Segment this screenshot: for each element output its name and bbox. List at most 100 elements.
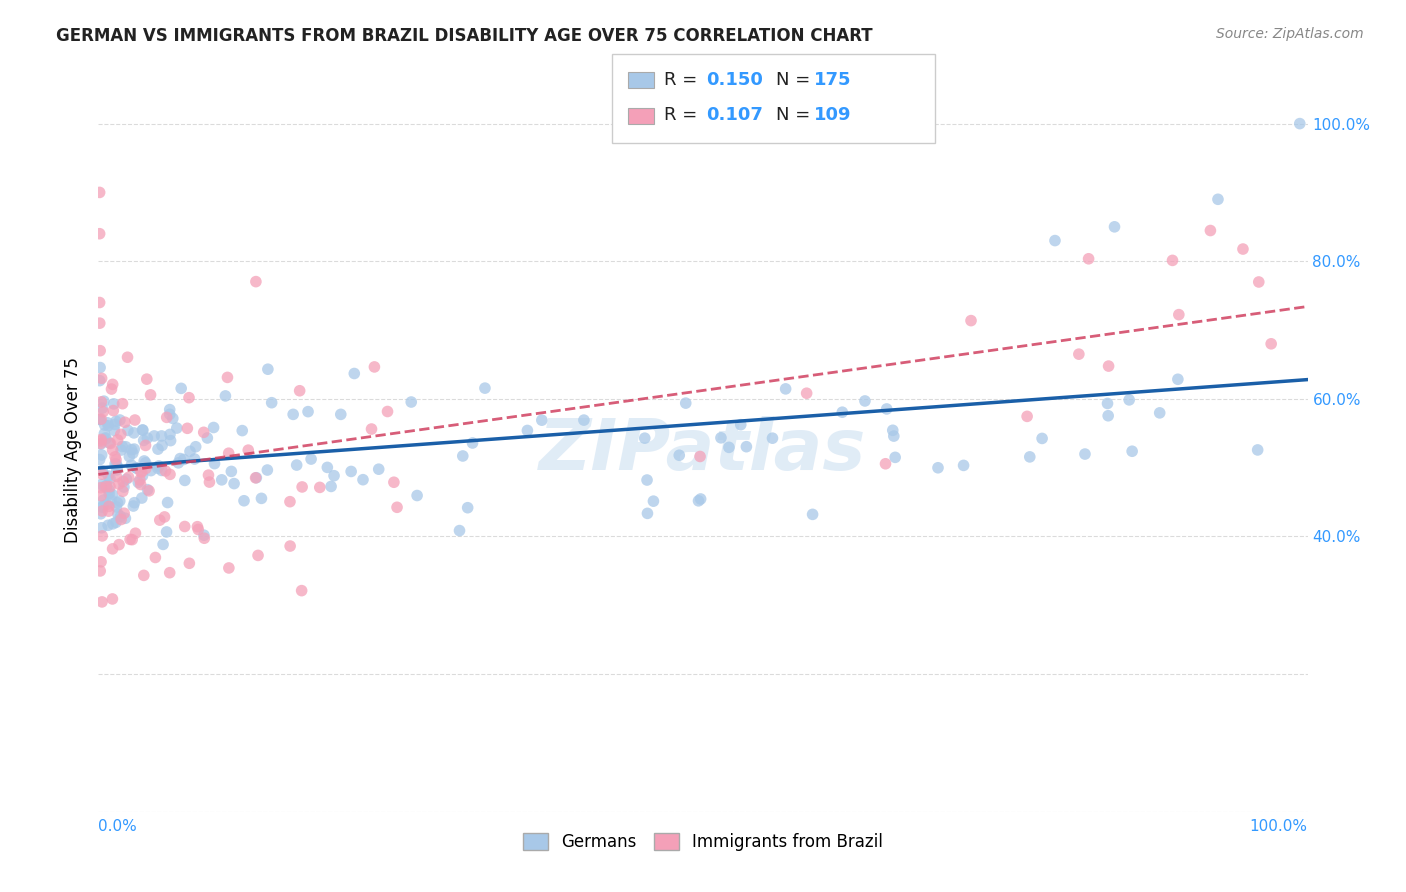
Point <box>385 500 408 515</box>
Point <box>104 457 127 471</box>
Point <box>128 473 150 487</box>
Point <box>204 457 226 471</box>
Point <box>221 465 243 479</box>
Point <box>343 367 366 381</box>
Point <box>801 508 824 522</box>
Point <box>90 489 112 503</box>
Point <box>117 423 139 437</box>
Point <box>96 416 118 430</box>
Point <box>90 521 112 535</box>
Point <box>112 506 135 520</box>
Point <box>735 440 758 454</box>
Point <box>291 480 314 494</box>
Point <box>170 381 193 395</box>
Point <box>131 468 153 483</box>
Point <box>643 494 665 508</box>
Point <box>124 526 146 541</box>
Point <box>121 446 143 460</box>
Point <box>176 421 198 435</box>
Point <box>150 463 173 477</box>
Point <box>927 460 949 475</box>
Point <box>717 441 740 455</box>
Point <box>91 595 114 609</box>
Point <box>449 524 471 538</box>
Point <box>89 186 111 200</box>
Point <box>90 555 112 569</box>
Point <box>135 438 157 452</box>
Point <box>316 460 339 475</box>
Point <box>689 491 711 506</box>
Point <box>636 507 658 521</box>
Point <box>291 583 314 598</box>
Point <box>177 391 200 405</box>
Point <box>256 463 278 477</box>
Point <box>363 359 385 374</box>
Point <box>245 275 267 289</box>
Point <box>1149 406 1171 420</box>
Point <box>135 461 157 475</box>
Text: GERMAN VS IMMIGRANTS FROM BRAZIL DISABILITY AGE OVER 75 CORRELATION CHART: GERMAN VS IMMIGRANTS FROM BRAZIL DISABIL… <box>56 27 873 45</box>
Point <box>110 512 132 526</box>
Point <box>340 465 363 479</box>
Point <box>98 480 121 494</box>
Point <box>882 423 904 437</box>
Point <box>132 568 155 582</box>
Point <box>96 497 118 511</box>
Text: 109: 109 <box>814 106 852 124</box>
Point <box>1288 117 1310 131</box>
Point <box>1247 275 1270 289</box>
Point <box>146 461 169 475</box>
Text: ZIPatlas: ZIPatlas <box>540 416 866 485</box>
Point <box>91 500 114 515</box>
Point <box>152 537 174 551</box>
Point <box>90 448 112 462</box>
Point <box>159 434 181 448</box>
Point <box>155 524 177 539</box>
Point <box>89 360 111 375</box>
Point <box>457 500 479 515</box>
Point <box>89 564 111 578</box>
Point <box>668 448 690 462</box>
Point <box>104 450 127 464</box>
Point <box>90 436 112 450</box>
Point <box>516 424 538 438</box>
Point <box>107 433 129 447</box>
Point <box>218 446 240 460</box>
Point <box>173 474 195 488</box>
Point <box>93 493 115 508</box>
Point <box>689 450 711 464</box>
Point <box>876 401 898 416</box>
Point <box>101 377 124 392</box>
Point <box>101 516 124 531</box>
Point <box>159 467 181 482</box>
Point <box>202 420 225 434</box>
Point <box>688 493 710 508</box>
Point <box>108 413 131 427</box>
Point <box>159 407 181 421</box>
Point <box>101 487 124 501</box>
Point <box>131 465 153 479</box>
Point <box>451 449 474 463</box>
Point <box>131 423 153 437</box>
Point <box>1097 396 1119 410</box>
Point <box>122 425 145 440</box>
Point <box>399 395 422 409</box>
Point <box>231 424 253 438</box>
Point <box>352 473 374 487</box>
Point <box>775 382 797 396</box>
Point <box>149 513 172 527</box>
Point <box>90 437 112 451</box>
Point <box>875 457 897 471</box>
Point <box>89 343 111 358</box>
Point <box>1031 432 1053 446</box>
Point <box>103 397 125 411</box>
Point <box>960 313 983 327</box>
Point <box>288 384 311 398</box>
Point <box>406 489 429 503</box>
Point <box>1246 442 1268 457</box>
Text: 175: 175 <box>814 70 852 88</box>
Point <box>101 541 124 556</box>
Point <box>89 227 111 241</box>
Point <box>883 429 905 443</box>
Point <box>93 418 115 433</box>
